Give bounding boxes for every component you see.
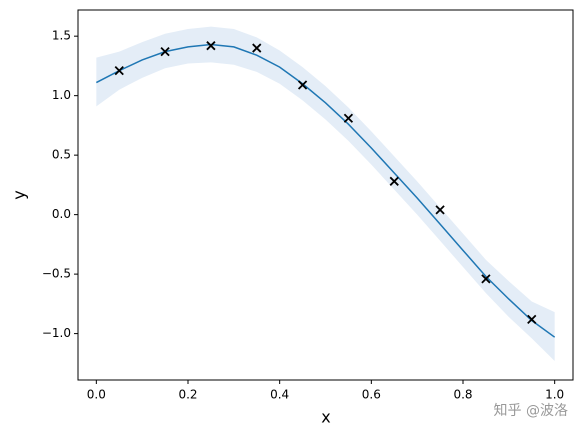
y-tick-label: −0.5 [42,267,71,281]
data-point [527,314,537,324]
plot-frame [77,9,574,381]
data-point [206,41,216,51]
y-axis-label: y [10,190,29,199]
x-tick-label: 0.4 [270,388,289,402]
x-axis-label: x [321,408,330,427]
data-point [343,113,354,123]
y-tick-label: 0.5 [52,148,71,162]
data-point [297,80,308,90]
x-tick-label: 1.0 [545,388,564,402]
y-tick-label: 1.0 [52,88,71,102]
y-tick-label: −1.0 [42,326,71,340]
data-point [389,176,399,186]
x-tick-label: 0.8 [453,388,472,402]
confidence-band [96,26,555,361]
mean-line [95,43,556,338]
data-point [252,43,262,53]
x-tick-label: 0.0 [87,388,106,402]
data-point [114,66,124,76]
y-tick-label: 0.0 [52,207,71,221]
x-tick-label: 0.2 [178,388,197,402]
y-tick-label: 1.5 [52,29,71,43]
data-point [435,205,445,215]
data-point [160,47,170,57]
data-point [481,274,491,284]
x-tick-label: 0.6 [362,388,381,402]
watermark: 知乎 @波洛 [494,402,568,419]
